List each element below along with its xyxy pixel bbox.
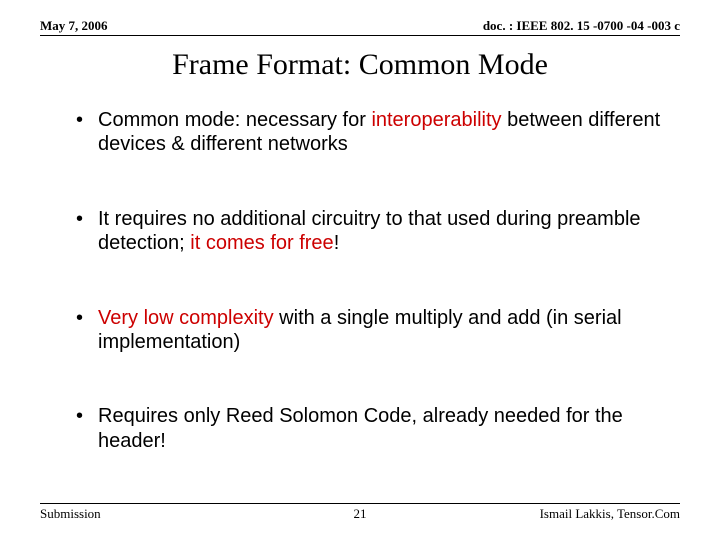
bullet-text: ! [334,232,340,254]
footer-right: Ismail Lakkis, Tensor.Com [540,506,680,522]
footer-left: Submission [40,506,101,522]
bullet-text-red: it comes for free [190,232,333,254]
bullet-text-red: interoperability [371,109,501,131]
bullet-text-red: Very low complexity [98,307,274,329]
bullet-text: Common mode: necessary for [98,109,371,131]
bullet-text: It requires no additional circuitry to t… [98,208,641,254]
header: May 7, 2006 doc. : IEEE 802. 15 -0700 -0… [40,18,680,36]
header-date: May 7, 2006 [40,18,108,34]
bullet-item: Very low complexity with a single multip… [76,306,670,355]
header-doc: doc. : IEEE 802. 15 -0700 -04 -003 c [483,18,680,34]
bullet-list: Common mode: necessary for interoperabil… [40,108,680,453]
slide-title: Frame Format: Common Mode [40,48,680,82]
bullet-item: It requires no additional circuitry to t… [76,207,670,256]
footer-page-number: 21 [354,506,367,522]
bullet-item: Common mode: necessary for interoperabil… [76,108,670,157]
footer: Submission 21 Ismail Lakkis, Tensor.Com [40,503,680,522]
bullet-text: Requires only Reed Solomon Code, already… [98,405,623,451]
bullet-item: Requires only Reed Solomon Code, already… [76,404,670,453]
